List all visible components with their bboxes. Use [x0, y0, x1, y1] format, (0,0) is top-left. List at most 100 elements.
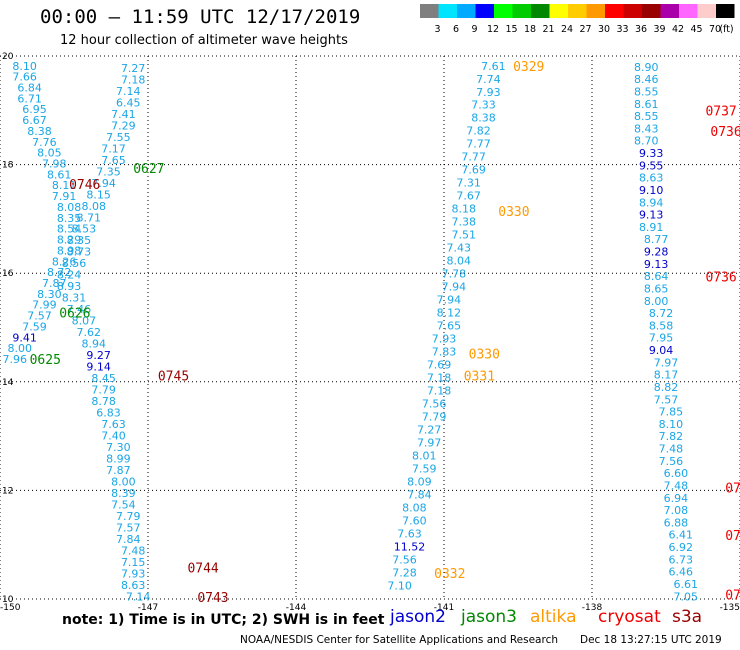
colorbar-swatch [642, 4, 661, 18]
colorbar-tick-label: 15 [505, 24, 517, 35]
chart-subtitle: 12 hour collection of altimeter wave hei… [60, 33, 348, 48]
swh-value: 7.27 [417, 424, 442, 437]
colorbar-tick-label: 27 [579, 24, 591, 35]
swh-value: 7.74 [476, 73, 501, 86]
legend-cryosat: cryosat [598, 607, 661, 627]
colorbar-swatch [475, 4, 494, 18]
swh-value: 6.88 [664, 516, 689, 529]
swh-value: 9.27 [86, 349, 111, 362]
swh-value: 6.94 [664, 492, 689, 505]
swh-value: 8.70 [634, 135, 659, 148]
colorbar-swatch [512, 4, 531, 18]
colorbar-swatch [716, 4, 735, 18]
swh-value: 7.35 [96, 165, 121, 178]
swh-value: 8.05 [37, 147, 62, 160]
credit-text: NOAA/NESDIS Center for Satellite Applica… [240, 634, 558, 646]
x-tick-label: -147 [138, 603, 158, 613]
colorbar-unit-label: (ft) [719, 24, 733, 35]
swh-value: 7.99 [32, 299, 57, 312]
swh-value: 7.59 [412, 463, 437, 476]
swh-value: 7.57 [654, 393, 679, 406]
time-label: 0332 [434, 567, 465, 582]
colorbar-swatch [438, 4, 457, 18]
swh-value: 6.60 [664, 467, 689, 480]
time-label: 0736 [710, 125, 740, 140]
colorbar-swatch [568, 4, 587, 18]
swh-value: 8.24 [57, 269, 82, 282]
swh-value: 7.95 [649, 332, 674, 345]
colorbar-swatch [457, 4, 476, 18]
swh-value: 8.93 [57, 280, 82, 293]
swh-value: 8.65 [644, 282, 669, 295]
swh-value: 7.98 [42, 158, 67, 171]
swh-value: 7.10 [387, 579, 412, 592]
swh-value: 7.56 [392, 553, 417, 566]
swh-value: 7.56 [422, 398, 447, 411]
swh-value: 8.12 [437, 307, 462, 320]
swh-value: 9.55 [639, 159, 664, 172]
swh-value: 7.79 [422, 411, 447, 424]
swh-value: 7.62 [77, 326, 102, 339]
time-label: 0330 [469, 348, 500, 363]
swh-value: 7.91 [52, 190, 77, 203]
swh-value: 7.18 [121, 73, 146, 86]
time-label: 0746 [69, 178, 100, 193]
swh-value: 7.27 [121, 62, 146, 75]
swh-value: 7.65 [437, 320, 462, 333]
colorbar-tick-label: 30 [598, 24, 610, 35]
swh-value: 8.71 [77, 211, 102, 224]
x-tick-label: -135 [720, 603, 740, 613]
x-tick-label: -141 [434, 603, 454, 613]
swh-value: 8.00 [644, 295, 669, 308]
colorbar-swatch [623, 4, 642, 18]
y-tick-label: 10 [2, 595, 14, 605]
swh-value: 7.84 [116, 533, 141, 546]
colorbar-tick-label: 45 [690, 24, 702, 35]
swh-value: 6.61 [673, 578, 698, 591]
colorbar-tick-label: 18 [524, 24, 536, 35]
colorbar-tick-label: 3 [434, 24, 440, 35]
swh-value: 8.15 [86, 188, 111, 201]
swh-value: 8.64 [644, 270, 669, 283]
swh-value: 8.78 [91, 395, 116, 408]
swh-value: 7.55 [106, 131, 131, 144]
swh-value: 9.13 [639, 209, 664, 222]
colorbar-swatch [420, 4, 439, 18]
swh-value: 8.26 [52, 255, 77, 268]
legend-altika: altika [530, 607, 577, 627]
swh-value: 7.48 [121, 544, 146, 557]
colorbar-tick-label: 24 [561, 24, 573, 35]
swh-value: 7.78 [442, 268, 467, 281]
time-label: 0734 [725, 529, 740, 544]
swh-value: 7.65 [101, 154, 126, 167]
swh-value: 7.94 [442, 281, 467, 294]
swh-value: 7.61 [481, 60, 506, 73]
swh-value: 8.61 [634, 98, 659, 111]
swh-value: 7.14 [126, 590, 151, 603]
swh-value: 8.63 [121, 579, 146, 592]
time-label: 0744 [187, 562, 218, 577]
colorbar-swatch [531, 4, 550, 18]
swh-value: 8.10 [659, 418, 684, 431]
swh-value: 9.33 [639, 147, 664, 160]
swh-value: 7.48 [659, 443, 684, 456]
colorbar-tick-label: 6 [453, 24, 459, 35]
swh-value: 7.46 [67, 303, 92, 316]
colorbar-tick-label: 9 [471, 24, 477, 35]
swh-value: 8.18 [451, 203, 476, 216]
swh-value: 7.15 [121, 556, 146, 569]
swh-value: 7.17 [101, 142, 126, 155]
swh-value: 9.10 [639, 184, 664, 197]
swh-value: 8.98 [57, 244, 82, 257]
note-text: note: 1) Time is in UTC; 2) SWH is in fe… [62, 612, 385, 628]
time-label: 0627 [133, 162, 164, 177]
swh-value: 7.93 [121, 567, 146, 580]
time-label: 0625 [30, 353, 61, 368]
swh-value: 7.79 [116, 510, 141, 523]
colorbar-tick-label: 12 [487, 24, 499, 35]
swh-value: 6.45 [116, 96, 141, 109]
colorbar-swatch [586, 4, 605, 18]
swh-value: 8.09 [407, 475, 432, 488]
swh-value: 7.38 [451, 216, 476, 229]
